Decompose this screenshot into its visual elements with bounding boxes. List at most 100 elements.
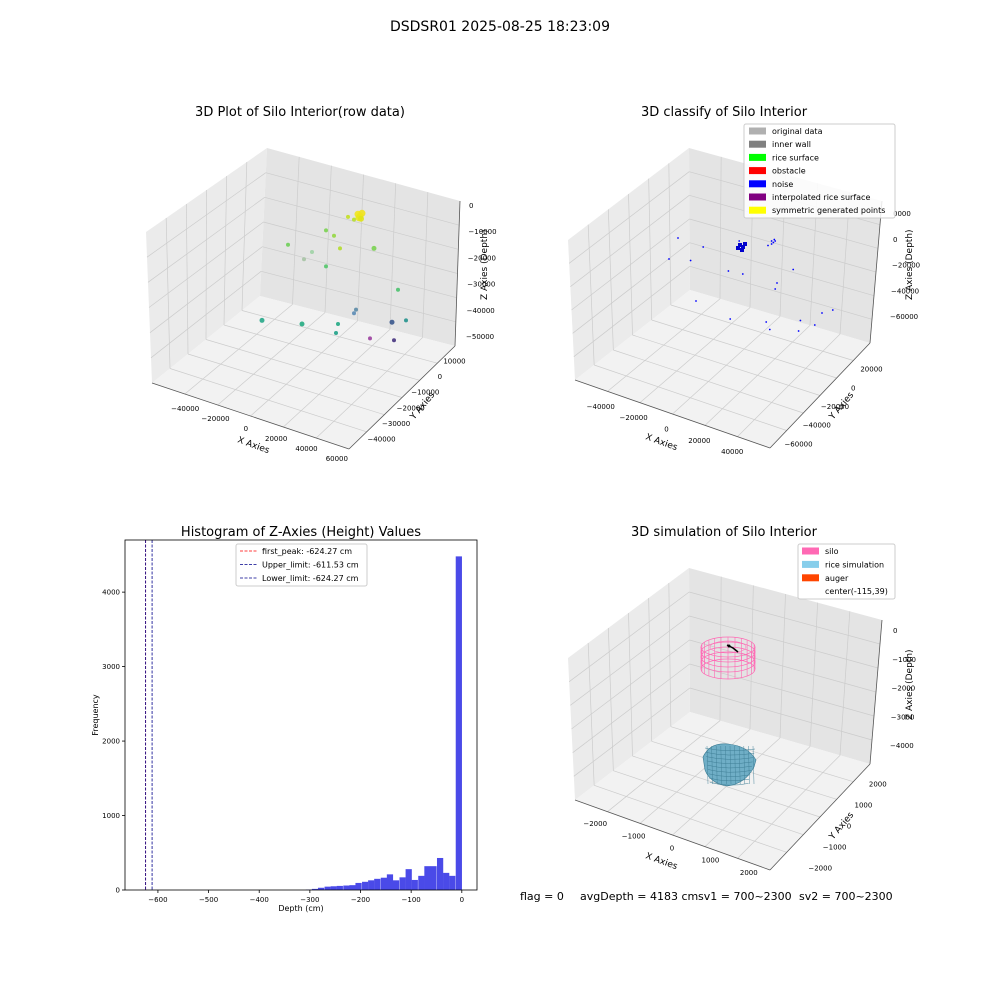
classify-grid-line — [737, 333, 841, 437]
raw-data-point — [332, 233, 336, 238]
classify-noise-point — [729, 318, 732, 320]
subplot-simulation-3d: 3D simulation of Silo Interior −2000 −100… — [568, 525, 916, 877]
histogram-bar — [336, 885, 343, 890]
raw-data-point — [302, 257, 306, 262]
histogram-bar — [330, 886, 337, 890]
classify-xlabel: X Axies — [644, 432, 679, 453]
classify-legend-label: rice surface — [772, 153, 819, 162]
raw-data-point — [358, 215, 364, 222]
simulation-x-tick-label: −1000 — [622, 832, 646, 840]
subplot-raw-3d: 3D Plot of Silo Interior(row data) −4000… — [146, 105, 497, 463]
rice-surface-meshline — [748, 745, 750, 785]
simulation-grid-line — [737, 755, 841, 859]
histogram-bar — [399, 877, 406, 890]
simulation-legend-swatch — [802, 547, 819, 555]
classify-legend-swatch — [749, 193, 766, 201]
raw-3d-points — [259, 209, 408, 343]
classify-legend-swatch — [749, 180, 766, 188]
histogram-y-tick-label: 0 — [116, 887, 120, 895]
histogram-x-tick-label: −100 — [402, 896, 421, 904]
classify-legend-swatch — [749, 153, 766, 161]
raw-data-point — [334, 331, 338, 335]
raw-x-tick-label: 20000 — [265, 435, 287, 443]
raw-data-point — [336, 322, 340, 326]
simulation-zlabel: Z Axies (Depth) — [905, 649, 915, 720]
histogram-legend-label: Lower_limit: -624.27 cm — [262, 574, 359, 583]
classify-legend: original data inner wall rice surface obsta… — [743, 123, 896, 219]
classify-noise-point — [695, 300, 697, 302]
histogram-bar — [418, 875, 425, 890]
raw-y-tick-label: −40000 — [367, 435, 395, 443]
classify-noise-point — [770, 240, 773, 242]
raw-grid-line — [261, 270, 456, 323]
classify-z-axis-line — [869, 200, 883, 344]
classify-legend-swatch — [749, 167, 766, 175]
histogram-bars — [305, 556, 462, 890]
simulation-z-axis-line — [869, 619, 883, 765]
histogram-bar — [362, 881, 369, 890]
simulation-3d-ticks: −2000 −1000 0 1000 2000 2000 1000 0 −1000 −2000 0 −… — [583, 627, 916, 877]
simulation-y-tick-label: −2000 — [808, 864, 832, 872]
classify-x-tick-label: −40000 — [587, 403, 615, 411]
classify-noise-point — [773, 238, 776, 241]
histogram-legend-frame — [235, 543, 368, 587]
classify-3d-ticks: −40000 −20000 0 20000 40000 20000 0 −20000 −4000… — [587, 210, 920, 456]
simulation-legend-label: rice simulation — [825, 560, 884, 569]
rice-surface-meshline — [707, 764, 752, 769]
histogram-ticks: −600 −500 −400 −300 −200 −100 0 0 1000 2000 3000 40… — [102, 589, 464, 904]
classify-noise-point — [776, 282, 778, 284]
classify-noise-point — [767, 244, 769, 247]
classify-x-axis-line — [574, 379, 771, 449]
raw-data-point — [324, 264, 328, 269]
classify-y-tick-label: −20000 — [821, 403, 849, 411]
simulation-pane-left — [568, 568, 690, 800]
histogram-bar — [317, 887, 325, 890]
classify-y-tick-label: 20000 — [860, 366, 882, 374]
histogram-x-tick-label: −400 — [250, 896, 269, 904]
simulation-y-tick-label: 2000 — [869, 781, 887, 789]
classify-noise-cluster — [738, 243, 742, 247]
classify-noise-point — [765, 321, 768, 323]
rice-surface-meshline — [725, 745, 727, 785]
classify-noise-point — [770, 243, 773, 245]
histogram-bar — [424, 866, 431, 890]
classify-noise-point — [813, 324, 816, 326]
raw-data-point — [338, 246, 342, 251]
simulation-legend-frame — [797, 543, 896, 600]
simulation-legend-swatch — [802, 574, 819, 582]
raw-z-tick-label: −10000 — [468, 228, 496, 236]
histogram-bar — [374, 878, 381, 890]
classify-z-tick-label: −60000 — [890, 313, 918, 321]
classify-grid-line — [689, 265, 873, 320]
classify-noise-point — [792, 268, 795, 271]
simulation-z-tick-label: −3000 — [891, 713, 915, 721]
classify-noise-cluster — [736, 246, 740, 250]
rice-surface-meshline — [738, 745, 741, 785]
classify-3d-points — [668, 237, 834, 332]
simulation-y-tick-label: 0 — [847, 823, 851, 831]
raw-3d-ticks: −40000−200000200004000060000100000−10000… — [171, 202, 496, 463]
classify-legend-label: original data — [772, 127, 823, 136]
histogram-title: Histogram of Z-Axies (Height) Values — [181, 525, 421, 540]
raw-y-tick-label: −20000 — [397, 404, 425, 412]
raw-data-point — [392, 338, 396, 343]
raw-data-point — [371, 245, 377, 251]
raw-x-tick-label: 60000 — [326, 455, 348, 463]
histogram-bar — [455, 556, 462, 890]
simulation-x-tick-label: 2000 — [740, 869, 758, 877]
histogram-bar — [343, 885, 350, 890]
raw-y-tick-label: −30000 — [382, 420, 410, 428]
raw-data-point — [346, 214, 350, 219]
rice-surface-meshline — [752, 745, 755, 785]
classify-noise-cluster — [740, 248, 744, 252]
raw-y-tick-label: −10000 — [411, 389, 439, 397]
simulation-y-axis-line — [769, 763, 871, 871]
raw-data-point — [404, 318, 408, 323]
raw-z-tick-label: −30000 — [467, 281, 495, 289]
histogram-bar — [355, 882, 362, 890]
histogram-bar — [430, 866, 437, 890]
simulation-legend-label: auger — [825, 574, 849, 583]
rice-surface-meshline — [709, 782, 749, 786]
simulation-z-tick-label: −4000 — [890, 742, 914, 750]
